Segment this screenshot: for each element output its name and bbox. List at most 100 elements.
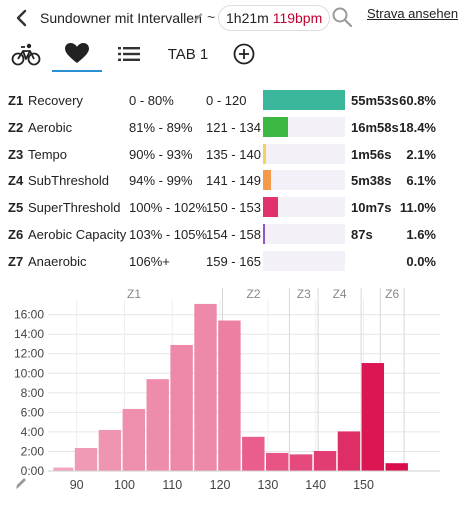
zone-bpm-range: 0 - 120: [206, 93, 247, 108]
zone-bpm-range: 150 - 153: [206, 200, 261, 216]
edit-pencil-icon[interactable]: [192, 10, 204, 24]
histogram-svg: 0:00 2:00 4:00 6:00 8:00 10:00 12:00 14:00 16:00…: [14, 287, 440, 492]
y-tick-label: 2:00: [21, 444, 45, 458]
zone-bar-track: [263, 197, 345, 218]
histogram-bar: [170, 344, 193, 471]
y-tick-label: 16:00: [14, 308, 44, 322]
tab-bar: TAB 1: [0, 36, 464, 72]
separator: ~: [207, 9, 216, 25]
zone-share: 2.1%: [406, 146, 436, 162]
zone-row: Z6 Aerobic Capacity 103% - 105% 154 - 158 87…: [0, 224, 464, 244]
back-arrow-icon[interactable]: [12, 8, 32, 28]
zone-bar-fill: [263, 170, 272, 191]
zone-name: Anaerobic: [28, 253, 87, 269]
y-tick-label: 8:00: [21, 386, 45, 400]
y-tick-label: 4:00: [21, 425, 45, 439]
zone-row: Z4 SubThreshold 94% - 99% 141 - 149 5m38s 6.1…: [0, 170, 464, 191]
zone-time: 1m56s: [351, 146, 392, 162]
activity-title[interactable]: Sundowner mit Intervallen: [40, 10, 202, 26]
histogram-bar: [53, 467, 74, 471]
pencil-shape: [16, 478, 26, 489]
zone-bpm-range: 154 - 158: [206, 227, 261, 242]
header: Sundowner mit Intervallen ~ 1h21m 119bpm…: [0, 0, 464, 36]
zone-id: Z5: [8, 200, 24, 216]
zone-row: Z7 Anaerobic 106%+ 159 - 165 0.0%: [0, 250, 464, 271]
zone-name: Tempo: [28, 146, 68, 162]
x-tick-label: 150: [353, 478, 374, 492]
zone-row: Z1 Recovery 0 - 80% 0 - 120 55m53s 60.8%: [0, 90, 464, 110]
duration-hr-pill[interactable]: 1h21m 119bpm: [218, 5, 331, 31]
search-icon[interactable]: [331, 6, 353, 28]
zone-name: Aerobic: [28, 119, 73, 135]
zone-id: Z4: [8, 173, 24, 189]
zone-percent-range: 90% - 93%: [129, 146, 193, 162]
zone-time: 5m38s: [351, 173, 392, 189]
histogram-bar: [266, 452, 289, 471]
zone-id: Z3: [8, 146, 24, 162]
zone-percent-range: 0 - 80%: [129, 93, 174, 108]
histogram-bar: [313, 450, 337, 471]
zone-percent-range: 100% - 102%: [129, 200, 208, 216]
zone-percent-range: 81% - 89%: [129, 119, 193, 135]
histogram-bar: [385, 463, 408, 471]
histogram-bar: [218, 320, 241, 471]
zone-row: Z5 SuperThreshold 100% - 102% 150 - 153 10m7…: [0, 197, 464, 218]
x-tick-label: 140: [305, 478, 326, 492]
y-tick-label: 0:00: [21, 464, 45, 478]
zone-name: SuperThreshold: [28, 200, 121, 216]
tab-heart-rate[interactable]: [52, 36, 102, 72]
edit-chart-pencil-icon[interactable]: [16, 478, 26, 489]
avg-hr-value: 119bpm: [272, 10, 323, 26]
zone-time: 16m58s: [351, 119, 399, 135]
zone-id: Z6: [8, 227, 24, 242]
zone-share: 1.6%: [406, 227, 436, 242]
heart-icon: [65, 43, 89, 63]
histogram-bar: [98, 429, 122, 471]
x-tick-label: 90: [70, 478, 84, 492]
zone-bar-fill: [263, 90, 345, 110]
zone-label: Z2: [247, 287, 261, 301]
zone-row: Z2 Aerobic 81% - 89% 121 - 134 16m58s 18.4%: [0, 116, 464, 137]
zone-bar-track: [263, 224, 345, 244]
add-tab-button[interactable]: [228, 36, 260, 72]
zone-name: Aerobic Capacity: [28, 227, 127, 242]
zone-name: SubThreshold: [28, 173, 109, 189]
x-tick-label: 130: [257, 478, 278, 492]
zone-bar-track: [263, 143, 345, 164]
zone-name: Recovery: [28, 93, 83, 108]
list-icon: [118, 47, 140, 61]
bicycle-icon: [11, 43, 41, 66]
zone-share: 60.8%: [399, 93, 436, 108]
zone-label: Z3: [297, 287, 311, 301]
zone-percent-range: 103% - 105%: [129, 227, 208, 242]
zone-bar-fill: [263, 116, 288, 137]
zone-bar-track: [263, 116, 345, 137]
tab-bike[interactable]: [8, 36, 44, 72]
tab-list[interactable]: [112, 36, 146, 72]
hr-histogram: 0:00 2:00 4:00 6:00 8:00 10:00 12:00 14:00 16:00…: [0, 284, 464, 512]
y-tick-label: 12:00: [14, 347, 44, 361]
zone-share: 18.4%: [399, 119, 436, 135]
histogram-bar: [74, 448, 98, 471]
zone-share: 0.0%: [406, 253, 436, 269]
y-tick-label: 6:00: [21, 405, 45, 419]
zone-bar-fill: [263, 143, 266, 164]
zone-label: Z1: [127, 287, 141, 301]
y-tick-label: 14:00: [14, 327, 44, 341]
zone-bar-track: [263, 170, 345, 191]
zone-bpm-range: 135 - 140: [206, 146, 261, 162]
histogram-bar: [289, 454, 313, 471]
zone-share: 6.1%: [406, 173, 436, 189]
histogram-bar: [361, 363, 385, 471]
histogram-bar: [242, 436, 265, 471]
duration-value: 1h21m: [226, 10, 269, 26]
zone-bpm-range: 141 - 149: [206, 173, 261, 189]
zone-label: Z6: [385, 287, 399, 301]
x-tick-label: 100: [114, 478, 135, 492]
zone-id: Z1: [8, 93, 24, 108]
zone-percent-range: 94% - 99%: [129, 173, 193, 189]
tab-1[interactable]: TAB 1: [167, 45, 209, 63]
zone-bar-fill: [263, 224, 266, 244]
strava-link[interactable]: Strava ansehen: [367, 6, 459, 21]
histogram-bar: [194, 303, 217, 471]
